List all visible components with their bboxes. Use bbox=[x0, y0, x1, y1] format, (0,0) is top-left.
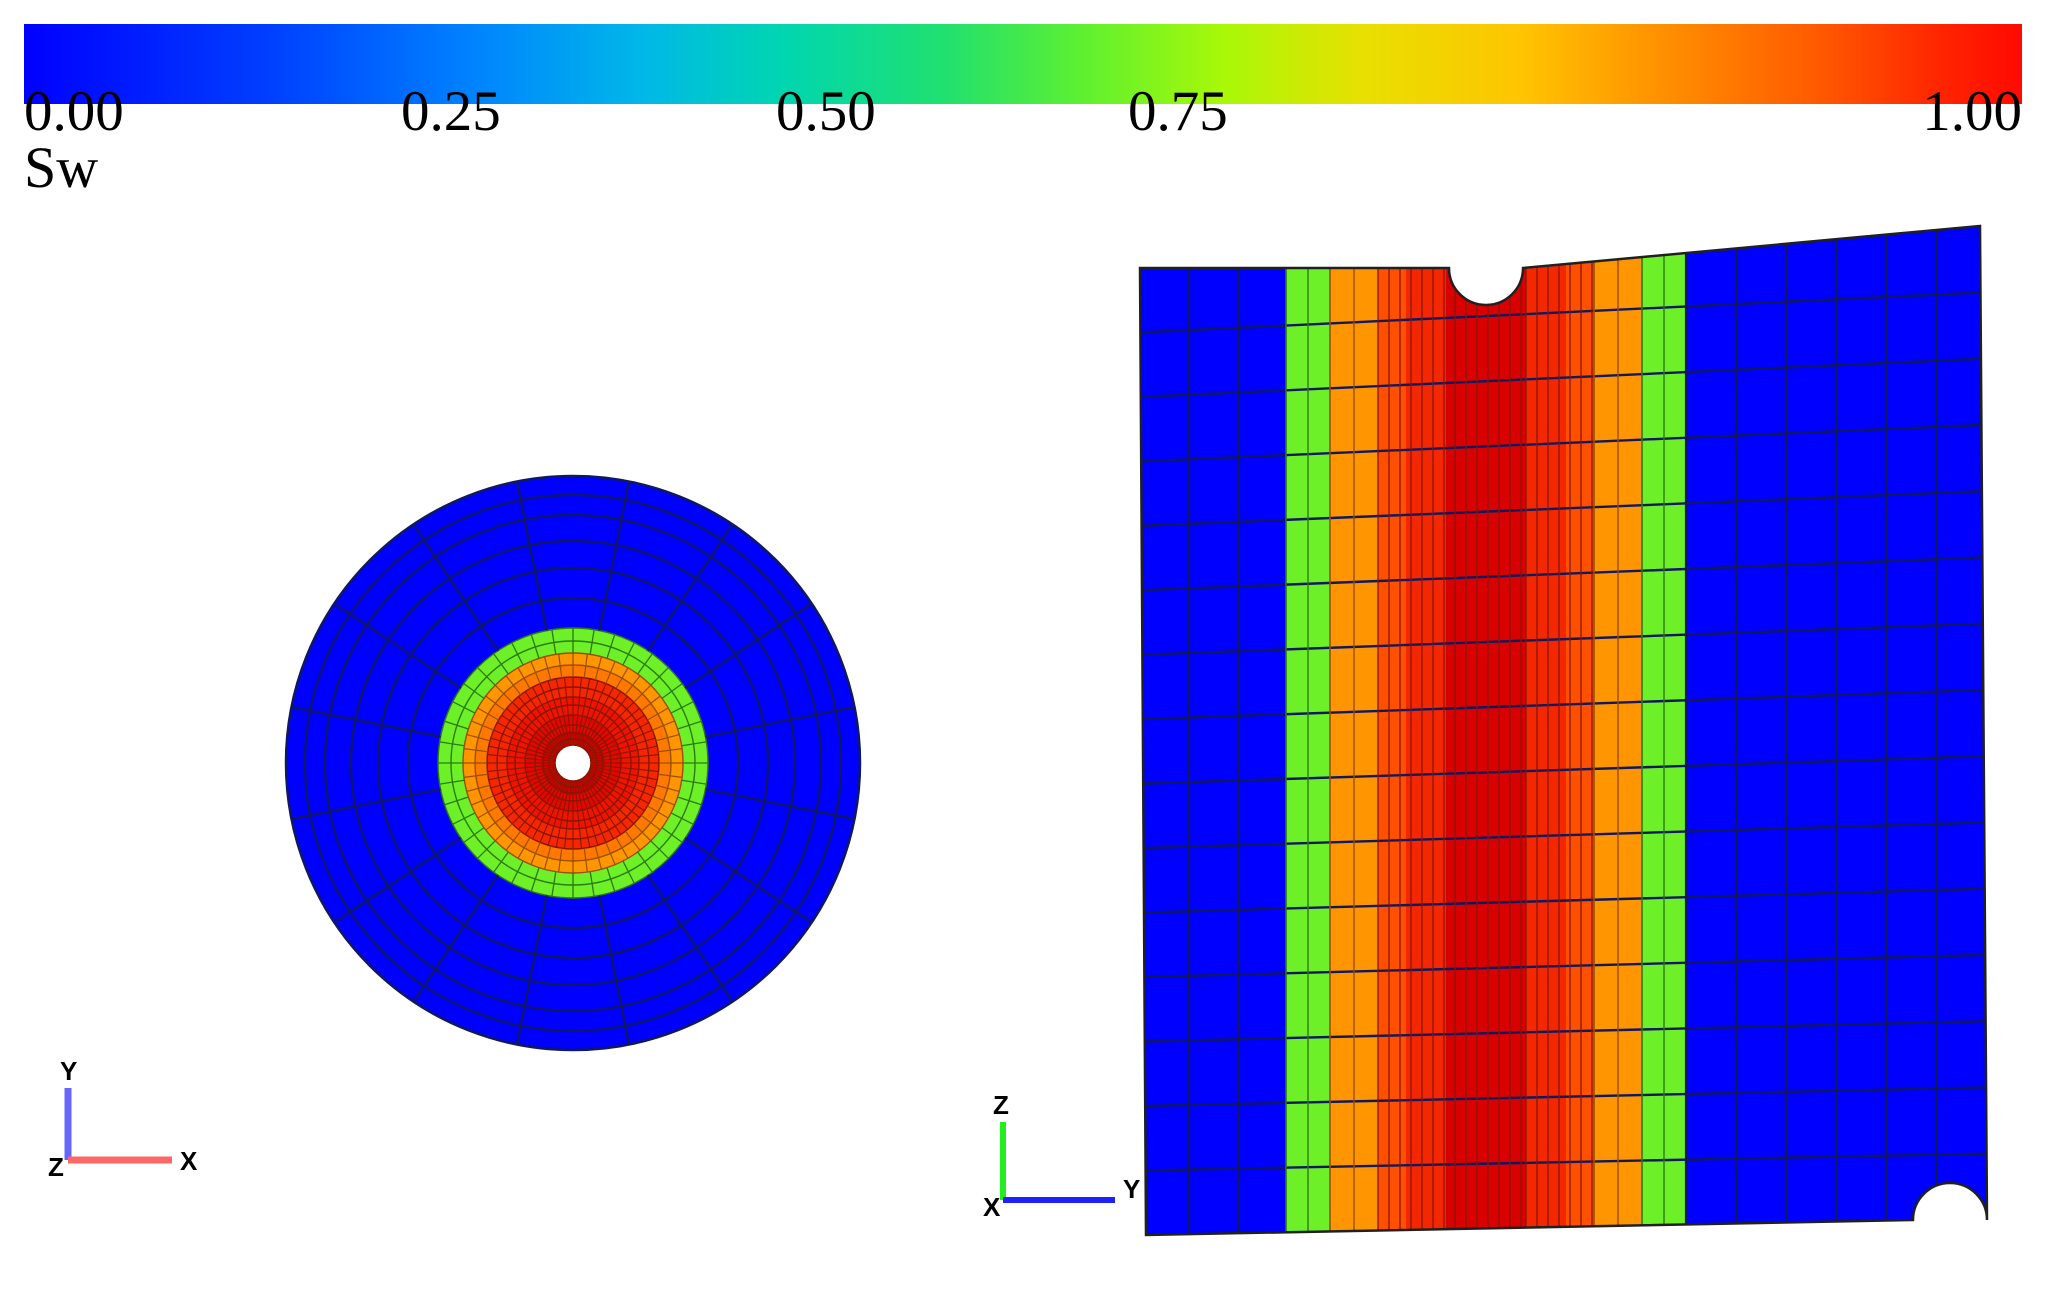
plan-outer-boundary bbox=[284, 474, 862, 1052]
areal-plan-view: Y X Z bbox=[0, 180, 1060, 1292]
z-axis-label: Z bbox=[48, 1152, 64, 1182]
colorbar-tick-1: 0.25 bbox=[401, 80, 501, 143]
x-axis-label: X bbox=[983, 1192, 1001, 1222]
colorbar-title: Sw bbox=[24, 135, 99, 200]
section-saturation-bands bbox=[1140, 226, 1987, 1235]
colorbar-tick-labels: 0.00 0.25 0.50 0.75 1.00 bbox=[24, 80, 2022, 143]
colorbar bbox=[24, 24, 2022, 104]
section-mesh-lines bbox=[1140, 226, 1986, 1235]
y-axis-label: Y bbox=[1123, 1174, 1140, 1204]
z-axis-label: Z bbox=[993, 1090, 1009, 1120]
y-axis-label: Y bbox=[60, 1056, 77, 1086]
axis-triad-yz: Z Y X bbox=[965, 1080, 1165, 1240]
plan-view-mesh bbox=[284, 474, 862, 1052]
colorbar-tick-3: 0.75 bbox=[1128, 80, 1228, 143]
section-outline bbox=[1138, 224, 1989, 1237]
colorbar-tick-0: 0.00 bbox=[24, 80, 124, 143]
plan-mesh-lines bbox=[286, 476, 860, 1050]
wellbore-hole bbox=[554, 744, 592, 782]
colorbar-tick-4: 1.00 bbox=[1922, 80, 2022, 143]
colorbar-gradient bbox=[24, 24, 2022, 104]
section-view-mesh bbox=[1138, 224, 1989, 1237]
x-axis-label: X bbox=[180, 1146, 198, 1176]
axis-triad-xy: Y X Z bbox=[40, 1050, 220, 1190]
vertical-cross-section-view: Z Y X bbox=[983, 180, 2045, 1292]
colorbar-tick-2: 0.50 bbox=[776, 80, 876, 143]
